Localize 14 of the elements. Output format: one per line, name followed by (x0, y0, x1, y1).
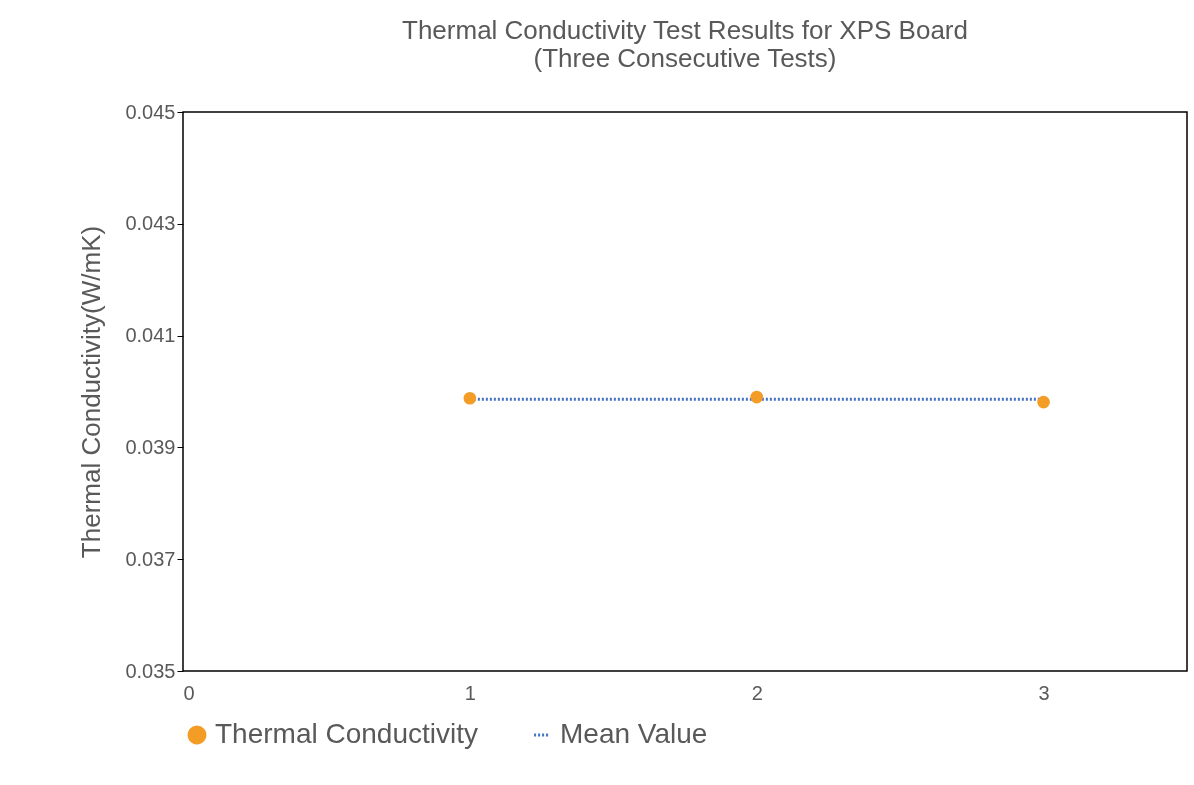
y-axis-title: Thermal Conductivity(W/mK) (76, 225, 107, 559)
legend-label: Thermal Conductivity (215, 718, 478, 749)
y-tick-label: 0.043 (125, 212, 176, 235)
x-tick-label: 3 (1038, 681, 1050, 704)
chart-title: Thermal Conductivity Test Results for XPS Board (Three Consecutive Tests) (402, 15, 968, 73)
legend-label: Mean Value (560, 718, 708, 749)
y-tick-label: 0.039 (125, 435, 176, 458)
y-tick-label: 0.045 (125, 100, 176, 123)
y-tick-label: 0.037 (125, 547, 176, 570)
y-tick-label: 0.041 (125, 324, 176, 347)
x-tick-label: 0 (183, 681, 195, 704)
y-tick-label: 0.035 (125, 659, 176, 682)
x-tick-label: 1 (464, 681, 476, 704)
x-tick-label: 2 (751, 681, 763, 704)
